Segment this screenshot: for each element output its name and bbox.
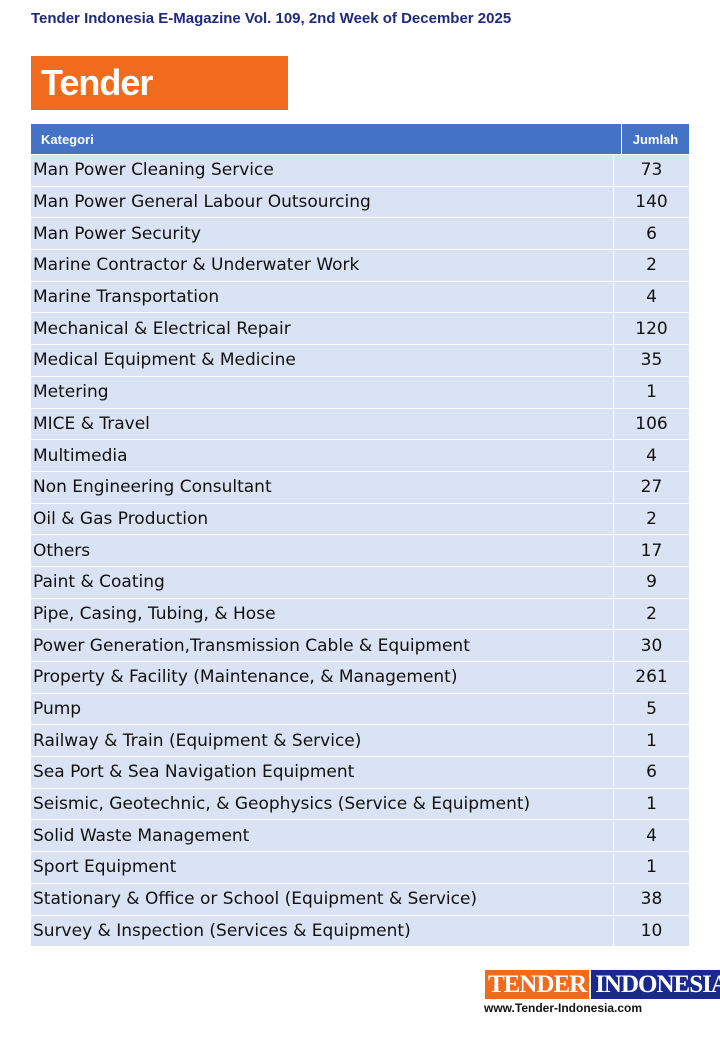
category-cell: MICE & Travel xyxy=(31,408,614,440)
count-cell: 4 xyxy=(646,825,657,846)
category-cell: Railway & Train (Equipment & Service) xyxy=(31,725,614,757)
count-cell: 27 xyxy=(640,477,663,498)
table-row: MICE & Travel 106 xyxy=(31,408,689,441)
table-row: Property & Facility (Maintenance, & Mana… xyxy=(31,662,689,694)
column-header: Kategori xyxy=(31,124,622,154)
table-row: Man Power Cleaning Service 73 xyxy=(31,155,689,187)
category-cell: Pipe, Casing, Tubing, & Hose xyxy=(31,598,614,630)
table-row: Marine Transportation 4 xyxy=(31,281,689,314)
table-row: Non Engineering Consultant 27 xyxy=(31,471,689,504)
category-cell: Power Generation,Transmission Cable & Eq… xyxy=(31,630,614,661)
logo: TENDER INDONESIA xyxy=(485,970,720,999)
category-cell: Oil & Gas Production xyxy=(31,503,614,535)
website-url: www.Tender-Indonesia.com xyxy=(484,1001,643,1015)
table-row: Metering 1 xyxy=(31,376,689,409)
table-row: Railway & Train (Equipment & Service) 1 xyxy=(31,725,689,758)
column-header: Jumlah xyxy=(632,131,679,147)
category-cell: Pump xyxy=(31,693,614,725)
count-cell: 2 xyxy=(646,508,657,529)
table-row: Survey & Inspection (Services & Equipmen… xyxy=(31,915,689,948)
count-cell: 261 xyxy=(635,667,668,688)
table-row: Pipe, Casing, Tubing, & Hose 2 xyxy=(31,598,689,631)
table-row: Sport Equipment 1 xyxy=(31,852,689,884)
banner: Tender Updates xyxy=(31,56,288,157)
table-row: Medical Equipment & Medicine 35 xyxy=(31,345,689,377)
category-cell: Marine Transportation xyxy=(31,281,614,313)
category-cell: Stationary & Office or School (Equipment… xyxy=(31,883,614,915)
table-row: Sea Port & Sea Navigation Equipment 6 xyxy=(31,757,689,789)
count-cell: 120 xyxy=(635,318,668,339)
count-cell: 10 xyxy=(640,920,663,941)
category-cell: Solid Waste Management xyxy=(31,820,614,852)
count-cell: 4 xyxy=(646,445,657,466)
table-row: Man Power Security 6 xyxy=(31,218,689,251)
category-cell: Marine Contractor & Underwater Work xyxy=(31,250,614,281)
table-row: Mechanical & Electrical Repair 120 xyxy=(31,313,689,346)
category-cell: Paint & Coating xyxy=(31,566,614,598)
table-row: Paint & Coating 9 xyxy=(31,566,689,599)
count-cell: 6 xyxy=(646,762,657,783)
count-cell: 1 xyxy=(646,730,657,751)
count-cell: 35 xyxy=(640,350,663,371)
count-cell: 106 xyxy=(635,413,668,434)
category-cell: Property & Facility (Maintenance, & Mana… xyxy=(31,662,614,693)
count-cell: 1 xyxy=(646,794,657,815)
category-cell: Sport Equipment xyxy=(31,852,614,883)
category-cell: Metering xyxy=(31,376,614,408)
table-row: Multimedia 4 xyxy=(31,440,689,472)
tender-table: Kategori Jumlah Man Power Cleaning Servi… xyxy=(31,124,689,948)
table-row: Seismic, Geotechnic, & Geophysics (Servi… xyxy=(31,788,689,821)
logo-right: INDONESIA xyxy=(589,970,720,999)
category-cell: Multimedia xyxy=(31,440,614,471)
count-cell: 6 xyxy=(646,223,657,244)
count-cell: 4 xyxy=(646,287,657,308)
count-cell: 1 xyxy=(646,857,657,878)
count-cell: 2 xyxy=(646,603,657,624)
count-cell: 9 xyxy=(646,572,657,593)
table-row: Solid Waste Management 4 xyxy=(31,820,689,853)
category-cell: Seismic, Geotechnic, & Geophysics (Servi… xyxy=(31,788,614,820)
count-cell: 30 xyxy=(640,635,663,656)
table-row: Oil & Gas Production 2 xyxy=(31,503,689,536)
table-row: Power Generation,Transmission Cable & Eq… xyxy=(31,630,689,662)
table-row: Marine Contractor & Underwater Work 2 xyxy=(31,250,689,282)
table-row: Others 17 xyxy=(31,535,689,567)
category-cell: Man Power Cleaning Service xyxy=(31,155,614,186)
magazine-title: Tender Indonesia E-Magazine Vol. 109, 2n… xyxy=(31,10,512,27)
count-cell: 17 xyxy=(640,540,663,561)
category-cell: Mechanical & Electrical Repair xyxy=(31,313,614,345)
count-cell: 140 xyxy=(635,192,668,213)
count-cell: 1 xyxy=(646,382,657,403)
logo-left: TENDER xyxy=(485,970,590,999)
header-row: Kategori Jumlah xyxy=(31,124,689,155)
table-row: Stationary & Office or School (Equipment… xyxy=(31,883,689,916)
category-cell: Man Power General Labour Outsourcing xyxy=(31,186,614,218)
category-cell: Non Engineering Consultant xyxy=(31,471,614,503)
category-cell: Others xyxy=(31,535,614,566)
table-row: Man Power General Labour Outsourcing 140 xyxy=(31,186,689,219)
category-cell: Sea Port & Sea Navigation Equipment xyxy=(31,757,614,788)
category-cell: Man Power Security xyxy=(31,218,614,250)
table-row: Pump 5 xyxy=(31,693,689,726)
category-cell: Survey & Inspection (Services & Equipmen… xyxy=(31,915,614,947)
count-cell: 73 xyxy=(640,160,663,181)
count-cell: 5 xyxy=(646,699,657,720)
count-cell: 38 xyxy=(640,889,663,910)
count-cell: 2 xyxy=(646,255,657,276)
category-cell: Medical Equipment & Medicine xyxy=(31,345,614,376)
